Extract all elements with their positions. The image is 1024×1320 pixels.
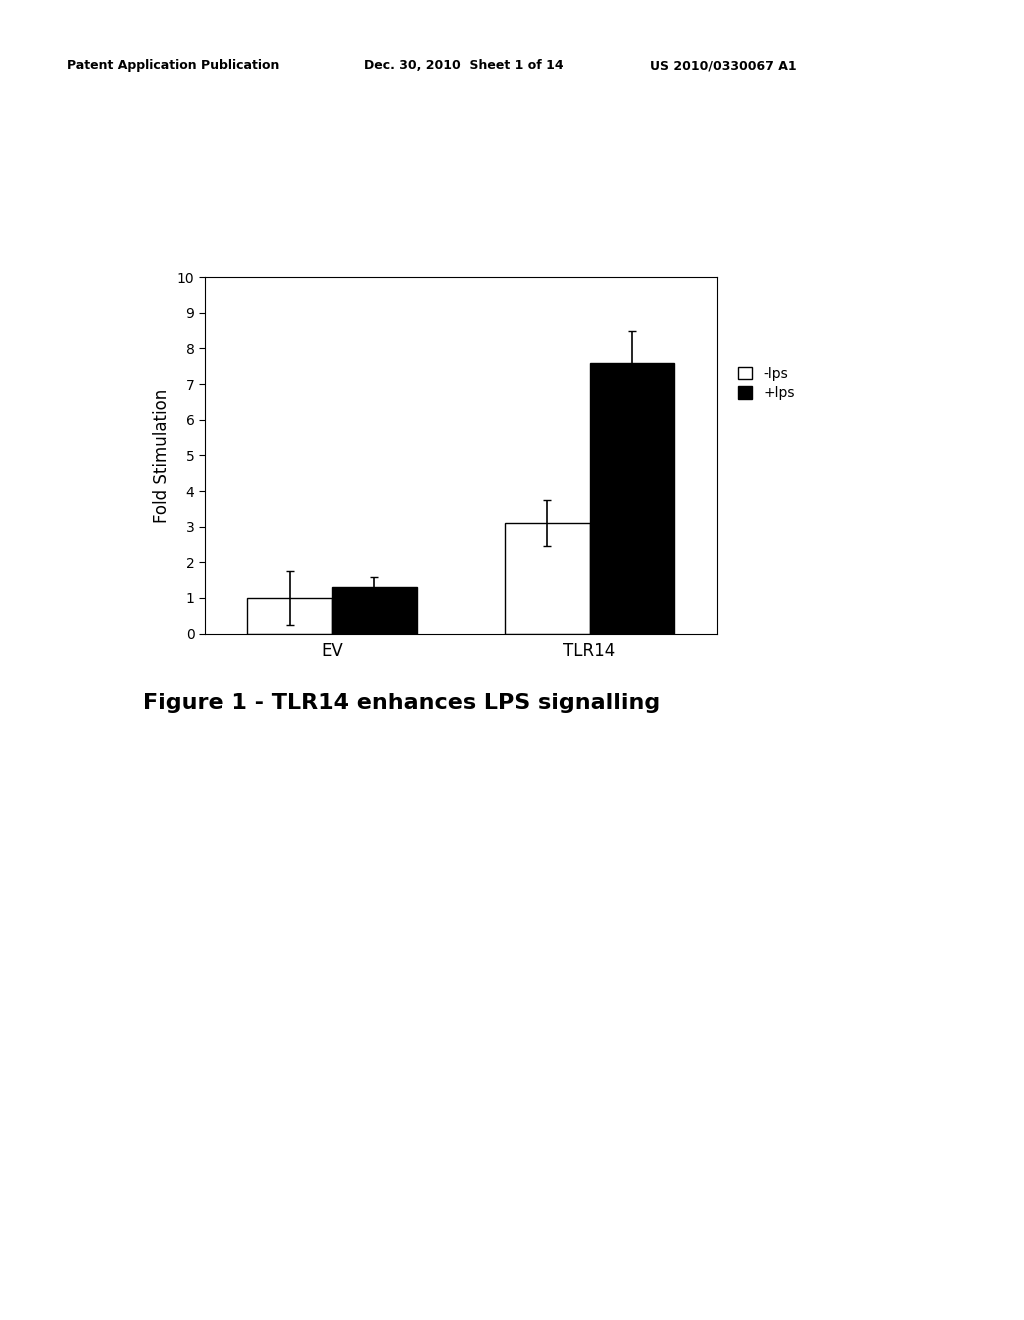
Bar [332, 587, 417, 634]
Legend: -lps, +lps: -lps, +lps [734, 363, 799, 404]
Text: Figure 1 - TLR14 enhances LPS signalling: Figure 1 - TLR14 enhances LPS signalling [143, 693, 660, 713]
Text: US 2010/0330067 A1: US 2010/0330067 A1 [650, 59, 797, 73]
Bar [590, 363, 675, 634]
Text: Patent Application Publication: Patent Application Publication [67, 59, 279, 73]
Y-axis label: Fold Stimulation: Fold Stimulation [154, 388, 171, 523]
Bar [247, 598, 332, 634]
Bar [505, 523, 590, 634]
Text: Dec. 30, 2010  Sheet 1 of 14: Dec. 30, 2010 Sheet 1 of 14 [364, 59, 563, 73]
